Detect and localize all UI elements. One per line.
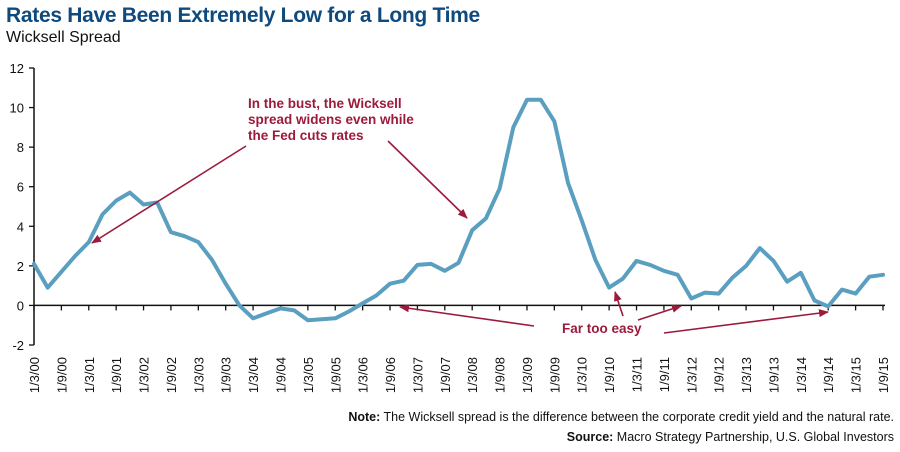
source-line: Source: Macro Strategy Partnership, U.S.… — [567, 430, 894, 444]
x-tick-label: 1/3/00 — [27, 357, 42, 393]
x-tick-label: 1/9/15 — [876, 357, 891, 393]
annotation-bust-line-1: In the bust, the Wicksell — [248, 96, 402, 111]
arrow-easy-2010 — [614, 291, 624, 317]
x-tick-label: 1/9/00 — [54, 357, 69, 393]
x-tick-label: 1/3/03 — [191, 357, 206, 393]
x-tick-label: 1/3/01 — [82, 357, 97, 393]
x-tick-label: 1/9/02 — [164, 357, 179, 393]
x-tick-label: 1/3/14 — [794, 357, 809, 393]
x-tick-label: 1/3/15 — [849, 357, 864, 393]
x-tick-label: 1/3/09 — [520, 357, 535, 393]
annotation-far-too-easy: Far too easy — [562, 321, 642, 336]
x-tick-label: 1/9/03 — [219, 357, 234, 393]
x-tick-label: 1/3/02 — [137, 357, 152, 393]
x-tick-label: 1/3/04 — [246, 357, 261, 393]
y-tick-label: 2 — [17, 259, 24, 274]
x-tick-label: 1/9/11 — [657, 357, 672, 392]
x-tick-label: 1/9/04 — [273, 357, 288, 393]
x-tick-label: 1/9/01 — [109, 357, 124, 393]
x-tick-label: 1/9/10 — [602, 357, 617, 393]
y-tick-label: 4 — [17, 219, 24, 234]
arrow-easy-2006 — [399, 304, 535, 327]
arrow-bust-2008 — [387, 140, 468, 219]
y-axis-ticks: -2 0 2 4 6 8 10 12 — [10, 61, 34, 353]
series-wicksell-spread — [32, 97, 885, 323]
x-tick-label: 1/3/05 — [301, 357, 316, 393]
note-text: The Wicksell spread is the difference be… — [380, 410, 894, 424]
axes — [33, 68, 885, 345]
chart-title: Rates Have Been Extremely Low for a Long… — [6, 4, 480, 27]
y-tick-label: 8 — [17, 140, 24, 155]
x-tick-label: 1/9/08 — [493, 357, 508, 393]
x-tick-label: 1/3/06 — [356, 357, 371, 393]
x-tick-label: 1/3/08 — [465, 357, 480, 393]
source-label: Source: — [566, 430, 614, 444]
x-tick-label: 1/3/10 — [575, 357, 590, 393]
annotation-bust-line-2: spread widens even while — [248, 112, 414, 127]
x-tick-label: 1/3/11 — [630, 357, 645, 392]
y-tick-label: 12 — [10, 61, 24, 76]
x-tick-label: 1/3/07 — [410, 357, 425, 393]
x-tick-label: 1/9/05 — [328, 357, 343, 393]
note-label: Note: — [348, 410, 381, 424]
chart-subtitle: Wicksell Spread — [6, 29, 121, 46]
arrow-easy-2012 — [637, 304, 682, 321]
annotations: In the bust, the Wicksell spread widens … — [91, 96, 829, 336]
x-tick-label: 1/9/09 — [547, 357, 562, 393]
source-text: Macro Strategy Partnership, U.S. Global … — [613, 430, 894, 444]
y-tick-label: 10 — [10, 101, 24, 116]
footnote: Note: The Wicksell spread is the differe… — [348, 410, 894, 424]
x-tick-label: 1/9/14 — [821, 357, 836, 393]
y-tick-label: 0 — [17, 298, 24, 313]
annotation-bust-line-3: the Fed cuts rates — [248, 128, 364, 143]
x-tick-label: 1/3/13 — [739, 357, 754, 393]
x-tick-label: 1/9/06 — [383, 357, 398, 393]
y-tick-label: -2 — [12, 338, 24, 353]
x-axis-ticks: 1/3/00 1/9/00 1/3/01 1/9/01 1/3/02 1/9/02 1/3/… — [27, 305, 891, 393]
x-tick-label: 1/3/12 — [684, 357, 699, 393]
x-tick-label: 1/9/13 — [766, 357, 781, 393]
x-tick-label: 1/9/07 — [438, 357, 453, 393]
x-tick-label: 1/9/12 — [712, 357, 727, 393]
y-tick-label: 6 — [17, 180, 24, 195]
arrow-bust-2001 — [91, 145, 247, 244]
arrow-easy-2014 — [663, 309, 829, 334]
